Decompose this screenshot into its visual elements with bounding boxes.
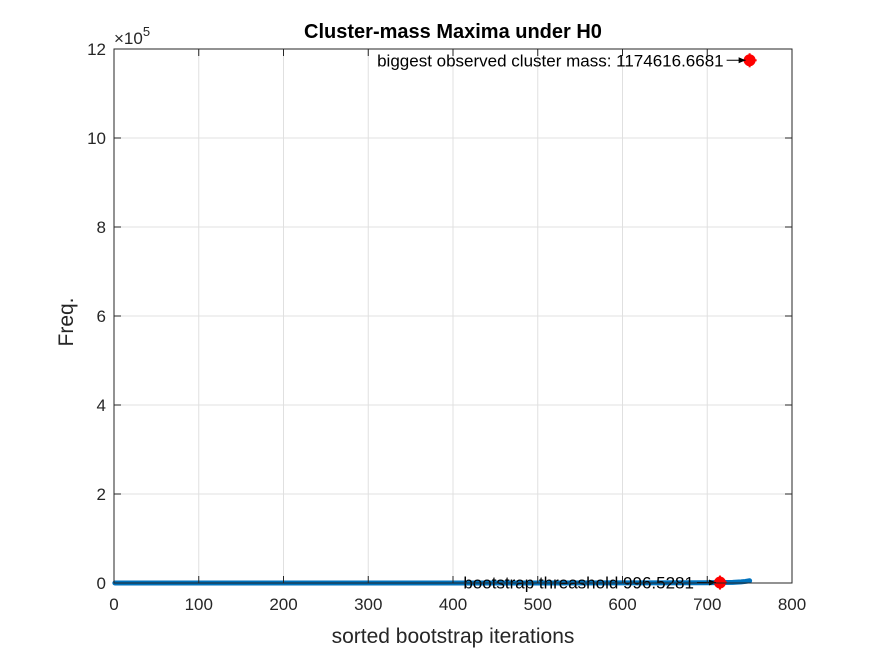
x-tick-label: 500 bbox=[524, 595, 552, 614]
x-tick-labels: 0 100 200 300 400 500 600 700 800 bbox=[109, 595, 806, 614]
annotation-label: biggest observed cluster mass: 1174616.6… bbox=[377, 51, 724, 70]
x-tick-label: 700 bbox=[693, 595, 721, 614]
x-axis-label: sorted bootstrap iterations bbox=[332, 625, 575, 648]
y-tick-labels: 0 2 4 6 8 10 12 bbox=[87, 40, 106, 593]
y-tick-label: 8 bbox=[97, 218, 106, 237]
x-tick-label: 300 bbox=[354, 595, 382, 614]
x-tick-label: 800 bbox=[778, 595, 806, 614]
y-tick-label: 4 bbox=[97, 396, 106, 415]
y-tick-label: 12 bbox=[87, 40, 106, 59]
y-tick-label: 6 bbox=[97, 307, 106, 326]
x-tick-label: 400 bbox=[439, 595, 467, 614]
y-axis-label: Freq. bbox=[55, 297, 78, 346]
x-tick-label: 0 bbox=[109, 595, 118, 614]
y-tick-label: 0 bbox=[97, 574, 106, 593]
y-tick-label: 2 bbox=[97, 485, 106, 504]
annotation-layer: biggest observed cluster mass: 1174616.6… bbox=[377, 51, 746, 593]
annotation-arrowhead bbox=[738, 57, 746, 64]
x-tick-label: 200 bbox=[269, 595, 297, 614]
y-axis-exponent: ×105 bbox=[114, 24, 150, 48]
x-tick-label: 100 bbox=[185, 595, 213, 614]
y-tick-label: 10 bbox=[87, 129, 106, 148]
x-tick-label: 600 bbox=[608, 595, 636, 614]
chart-title: Cluster-mass Maxima under H0 bbox=[304, 21, 602, 43]
ticks bbox=[113, 48, 793, 584]
